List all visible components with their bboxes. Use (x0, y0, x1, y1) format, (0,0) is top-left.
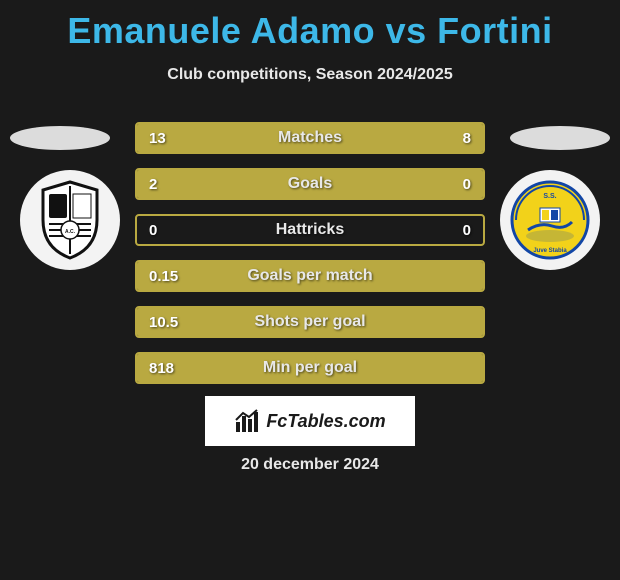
chart-icon (234, 408, 260, 434)
left-team-badge: A.C. (20, 170, 120, 270)
shield-icon: S.S. Juve Stabia (510, 180, 590, 260)
stat-row: 10.5Shots per goal (135, 306, 485, 338)
fctables-label: FcTables.com (266, 411, 385, 432)
right-team-badge: S.S. Juve Stabia (500, 170, 600, 270)
subtitle: Club competitions, Season 2024/2025 (0, 66, 620, 84)
svg-text:S.S.: S.S. (543, 193, 556, 200)
stat-label: Min per goal (137, 359, 483, 377)
stat-row: 2Goals0 (135, 168, 485, 200)
stat-row: 818Min per goal (135, 352, 485, 384)
stat-label: Hattricks (137, 221, 483, 239)
stat-right-value: 0 (463, 222, 471, 239)
stat-row: 0Hattricks0 (135, 214, 485, 246)
fctables-badge[interactable]: FcTables.com (205, 396, 415, 446)
svg-text:Juve Stabia: Juve Stabia (533, 248, 567, 254)
date-text: 20 december 2024 (0, 456, 620, 474)
stat-row: 13Matches8 (135, 122, 485, 154)
svg-text:A.C.: A.C. (65, 229, 76, 235)
stat-right-value: 0 (463, 176, 471, 193)
page-title: Emanuele Adamo vs Fortini (0, 0, 620, 52)
stat-right-value: 8 (463, 130, 471, 147)
stat-label: Matches (137, 129, 483, 147)
stats-panel: 13Matches82Goals00Hattricks00.15Goals pe… (135, 122, 485, 398)
stat-label: Shots per goal (137, 313, 483, 331)
stat-label: Goals (137, 175, 483, 193)
stat-row: 0.15Goals per match (135, 260, 485, 292)
right-player-marker (510, 126, 610, 150)
comparison-container: Emanuele Adamo vs Fortini Club competiti… (0, 0, 620, 580)
left-player-marker (10, 126, 110, 150)
stat-label: Goals per match (137, 267, 483, 285)
shield-icon: A.C. (35, 180, 105, 260)
